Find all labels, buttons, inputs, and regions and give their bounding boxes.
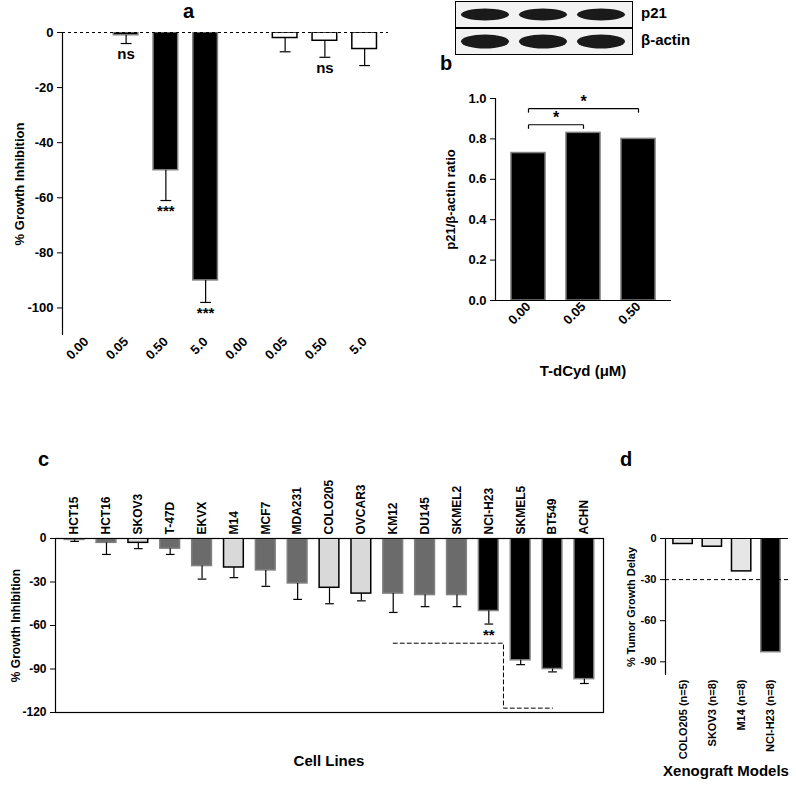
svg-text:0.05: 0.05 bbox=[560, 299, 589, 328]
html-text:β-actin: β-actin bbox=[641, 31, 691, 48]
svg-text:SKMEL5: SKMEL5 bbox=[514, 486, 528, 535]
svg-text:ns: ns bbox=[316, 59, 334, 76]
svg-text:M14: M14 bbox=[227, 511, 241, 535]
svg-text:0.50: 0.50 bbox=[301, 334, 330, 363]
html-text:c: c bbox=[38, 448, 50, 470]
svg-text:NCI-H23 (n=8): NCI-H23 (n=8) bbox=[764, 679, 776, 752]
svg-text:COLO205: COLO205 bbox=[322, 479, 336, 534]
svg-text:5.0: 5.0 bbox=[346, 334, 369, 357]
svg-text:SKOV3: SKOV3 bbox=[131, 493, 145, 534]
svg-text:-90: -90 bbox=[641, 655, 657, 667]
svg-text:0.00: 0.00 bbox=[505, 299, 534, 328]
svg-text:BT549: BT549 bbox=[545, 498, 559, 534]
html-text:Xenograft Models: Xenograft Models bbox=[663, 762, 789, 779]
svg-text:T-47D: T-47D bbox=[163, 501, 177, 534]
svg-text:% Growth Inhibition: % Growth Inhibition bbox=[9, 569, 23, 682]
svg-text:0: 0 bbox=[46, 25, 53, 40]
svg-text:0.0: 0.0 bbox=[468, 293, 486, 308]
svg-text:-80: -80 bbox=[35, 245, 54, 260]
svg-text:***: *** bbox=[157, 202, 175, 219]
svg-text:-20: -20 bbox=[35, 80, 54, 95]
svg-text:ACHN: ACHN bbox=[577, 500, 591, 535]
svg-text:0.50: 0.50 bbox=[142, 334, 171, 363]
html-text:b: b bbox=[440, 52, 453, 74]
svg-text:ns: ns bbox=[117, 45, 135, 62]
svg-text:0.2: 0.2 bbox=[468, 252, 486, 267]
svg-text:HCT15: HCT15 bbox=[67, 496, 81, 534]
svg-text:-30: -30 bbox=[29, 575, 47, 589]
svg-text:SKOV3 (n=8): SKOV3 (n=8) bbox=[706, 679, 718, 746]
svg-text:0.00: 0.00 bbox=[222, 334, 251, 363]
svg-text:NCI-H23: NCI-H23 bbox=[482, 487, 496, 534]
svg-text:0.6: 0.6 bbox=[468, 171, 486, 186]
svg-text:EKVX: EKVX bbox=[195, 502, 209, 535]
svg-text:-40: -40 bbox=[35, 135, 54, 150]
svg-text:5.0: 5.0 bbox=[187, 334, 210, 357]
svg-text:-100: -100 bbox=[27, 300, 53, 315]
svg-text:0.05: 0.05 bbox=[103, 334, 132, 363]
svg-text:*: * bbox=[580, 93, 587, 110]
svg-text:-60: -60 bbox=[29, 618, 47, 632]
svg-text:0: 0 bbox=[650, 532, 656, 544]
svg-text:-60: -60 bbox=[641, 614, 657, 626]
svg-text:% Growth Inhibition: % Growth Inhibition bbox=[12, 123, 27, 246]
svg-text:% Tumor Growth Delay: % Tumor Growth Delay bbox=[625, 546, 637, 667]
html-text:a: a bbox=[183, 0, 195, 22]
svg-text:0.4: 0.4 bbox=[468, 212, 487, 227]
svg-text:0: 0 bbox=[40, 531, 47, 545]
svg-text:p21/β-actin ratio: p21/β-actin ratio bbox=[443, 149, 458, 249]
svg-text:***: *** bbox=[197, 304, 215, 321]
svg-text:-120: -120 bbox=[22, 705, 46, 719]
svg-text:**: ** bbox=[483, 626, 495, 643]
svg-text:0.05: 0.05 bbox=[262, 334, 291, 363]
svg-text:MCF7: MCF7 bbox=[259, 502, 273, 535]
svg-text:MDA231: MDA231 bbox=[290, 487, 304, 535]
html-text:d: d bbox=[620, 448, 633, 470]
svg-text:*: * bbox=[553, 109, 560, 126]
html-text:Cell Lines: Cell Lines bbox=[293, 752, 365, 769]
svg-text:-30: -30 bbox=[641, 573, 657, 585]
svg-text:SKMEL2: SKMEL2 bbox=[450, 486, 464, 535]
svg-text:OVCAR3: OVCAR3 bbox=[354, 484, 368, 534]
svg-text:0.00: 0.00 bbox=[63, 334, 92, 363]
svg-text:HCT16: HCT16 bbox=[99, 496, 113, 534]
html-text:p21: p21 bbox=[641, 4, 667, 21]
svg-text:0.50: 0.50 bbox=[615, 299, 644, 328]
svg-text:COLO205 (n=5): COLO205 (n=5) bbox=[677, 679, 689, 759]
svg-text:M14 (n=8): M14 (n=8) bbox=[735, 679, 747, 730]
svg-text:-60: -60 bbox=[35, 190, 54, 205]
html-text:T-dCyd (μM): T-dCyd (μM) bbox=[539, 362, 627, 379]
svg-text:KM12: KM12 bbox=[386, 502, 400, 534]
svg-text:1.0: 1.0 bbox=[468, 91, 486, 106]
svg-text:-90: -90 bbox=[29, 662, 47, 676]
svg-text:DU145: DU145 bbox=[418, 497, 432, 535]
svg-text:0.8: 0.8 bbox=[468, 131, 486, 146]
